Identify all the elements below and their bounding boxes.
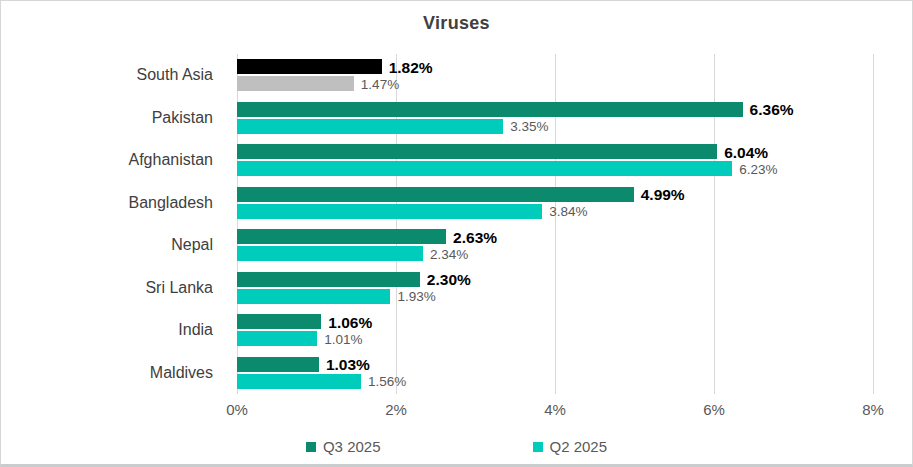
bar-q2-2025-nepal[interactable]	[237, 246, 423, 261]
bar-row-bangladesh: 4.99% 3.84%	[237, 182, 873, 225]
bar-q3-2025-south-asia[interactable]	[237, 59, 382, 74]
bar-q3-2025-sri-lanka[interactable]	[237, 272, 420, 287]
bar-slot: 2.34%	[237, 246, 873, 261]
legend: Q3 2025 Q2 2025	[1, 438, 912, 455]
bar-q2-2025-sri-lanka[interactable]	[237, 289, 390, 304]
legend-label: Q2 2025	[550, 438, 608, 455]
bar-slot: 4.99%	[237, 187, 873, 202]
gridline	[873, 54, 874, 394]
bar-slot: 1.03%	[237, 357, 873, 372]
category-label-nepal: Nepal	[1, 224, 213, 267]
data-label-q2-2025-pakistan: 3.35%	[510, 120, 548, 133]
x-axis-tick-label-4-: 4%	[544, 401, 566, 418]
x-axis: 0%2%4%6%8%	[237, 401, 873, 421]
bar-slot: 6.23%	[237, 161, 873, 176]
bar-slot: 1.56%	[237, 374, 873, 389]
data-label-q3-2025-nepal: 2.63%	[453, 229, 497, 245]
data-label-q2-2025-bangladesh: 3.84%	[549, 205, 587, 219]
category-label-pakistan: Pakistan	[1, 97, 213, 140]
bar-q3-2025-maldives[interactable]	[237, 357, 319, 372]
data-label-q3-2025-afghanistan: 6.04%	[724, 144, 768, 160]
data-label-q3-2025-sri-lanka: 2.30%	[427, 272, 471, 288]
data-label-q2-2025-sri-lanka: 1.93%	[397, 290, 435, 304]
data-label-q2-2025-maldives: 1.56%	[368, 375, 406, 389]
bar-slot: 6.36%	[237, 102, 873, 117]
bar-slot: 1.01%	[237, 331, 873, 346]
legend-swatch-q2-2025	[533, 442, 543, 452]
bar-q2-2025-south-asia[interactable]	[237, 76, 354, 91]
legend-item-q2-2025[interactable]: Q2 2025	[533, 438, 608, 455]
bar-slot: 1.82%	[237, 59, 873, 74]
bar-slot: 6.04%	[237, 144, 873, 159]
bar-q3-2025-bangladesh[interactable]	[237, 187, 634, 202]
bar-q3-2025-pakistan[interactable]	[237, 102, 743, 117]
legend-item-q3-2025[interactable]: Q3 2025	[306, 438, 381, 455]
bar-slot: 1.47%	[237, 76, 873, 91]
bar-row-south-asia: 1.82% 1.47%	[237, 54, 873, 97]
bar-row-afghanistan: 6.04% 6.23%	[237, 139, 873, 182]
data-label-q3-2025-maldives: 1.03%	[326, 357, 370, 373]
bar-slot: 2.30%	[237, 272, 873, 287]
data-label-q3-2025-south-asia: 1.82%	[389, 59, 433, 75]
bar-slot: 3.84%	[237, 204, 873, 219]
data-label-q3-2025-india: 1.06%	[328, 314, 372, 330]
chart-title: Viruses	[1, 13, 912, 34]
bar-q2-2025-india[interactable]	[237, 331, 317, 346]
data-label-q2-2025-india: 1.01%	[324, 332, 362, 346]
viruses-bar-chart: Viruses South AsiaPakistanAfghanistanBan…	[0, 0, 913, 467]
bar-row-nepal: 2.63% 2.34%	[237, 224, 873, 267]
category-label-sri-lanka: Sri Lanka	[1, 267, 213, 310]
x-axis-tick-label-0-: 0%	[226, 401, 248, 418]
bar-q2-2025-bangladesh[interactable]	[237, 204, 542, 219]
category-label-maldives: Maldives	[1, 352, 213, 395]
category-label-bangladesh: Bangladesh	[1, 182, 213, 225]
bar-slot: 3.35%	[237, 119, 873, 134]
bar-q3-2025-afghanistan[interactable]	[237, 144, 717, 159]
bar-row-pakistan: 6.36% 3.35%	[237, 97, 873, 140]
bar-slot: 1.93%	[237, 289, 873, 304]
bar-q2-2025-pakistan[interactable]	[237, 119, 503, 134]
legend-swatch-q3-2025	[306, 442, 316, 452]
bar-q3-2025-nepal[interactable]	[237, 229, 446, 244]
legend-label: Q3 2025	[323, 438, 381, 455]
data-label-q2-2025-nepal: 2.34%	[430, 247, 468, 261]
category-label-india: India	[1, 309, 213, 352]
bar-q2-2025-maldives[interactable]	[237, 374, 361, 389]
x-axis-tick-label-2-: 2%	[385, 401, 407, 418]
bar-row-sri-lanka: 2.30% 1.93%	[237, 267, 873, 310]
data-label-q2-2025-south-asia: 1.47%	[361, 77, 399, 91]
bar-row-india: 1.06% 1.01%	[237, 309, 873, 352]
category-label-south-asia: South Asia	[1, 54, 213, 97]
data-label-q3-2025-bangladesh: 4.99%	[641, 187, 685, 203]
x-axis-tick-label-6-: 6%	[703, 401, 725, 418]
bar-q2-2025-afghanistan[interactable]	[237, 161, 732, 176]
data-label-q2-2025-afghanistan: 6.23%	[739, 162, 777, 176]
bar-slot: 1.06%	[237, 314, 873, 329]
bar-q3-2025-india[interactable]	[237, 314, 321, 329]
bar-row-maldives: 1.03% 1.56%	[237, 352, 873, 395]
plot-area: 1.82% 1.47% 6.36% 3.35% 6.04% 6.23% 4.99% 3.84%…	[237, 54, 873, 394]
x-axis-tick-label-8-: 8%	[862, 401, 884, 418]
bar-slot: 2.63%	[237, 229, 873, 244]
data-label-q3-2025-pakistan: 6.36%	[750, 102, 794, 118]
category-axis: South AsiaPakistanAfghanistanBangladeshN…	[1, 54, 225, 394]
category-label-afghanistan: Afghanistan	[1, 139, 213, 182]
